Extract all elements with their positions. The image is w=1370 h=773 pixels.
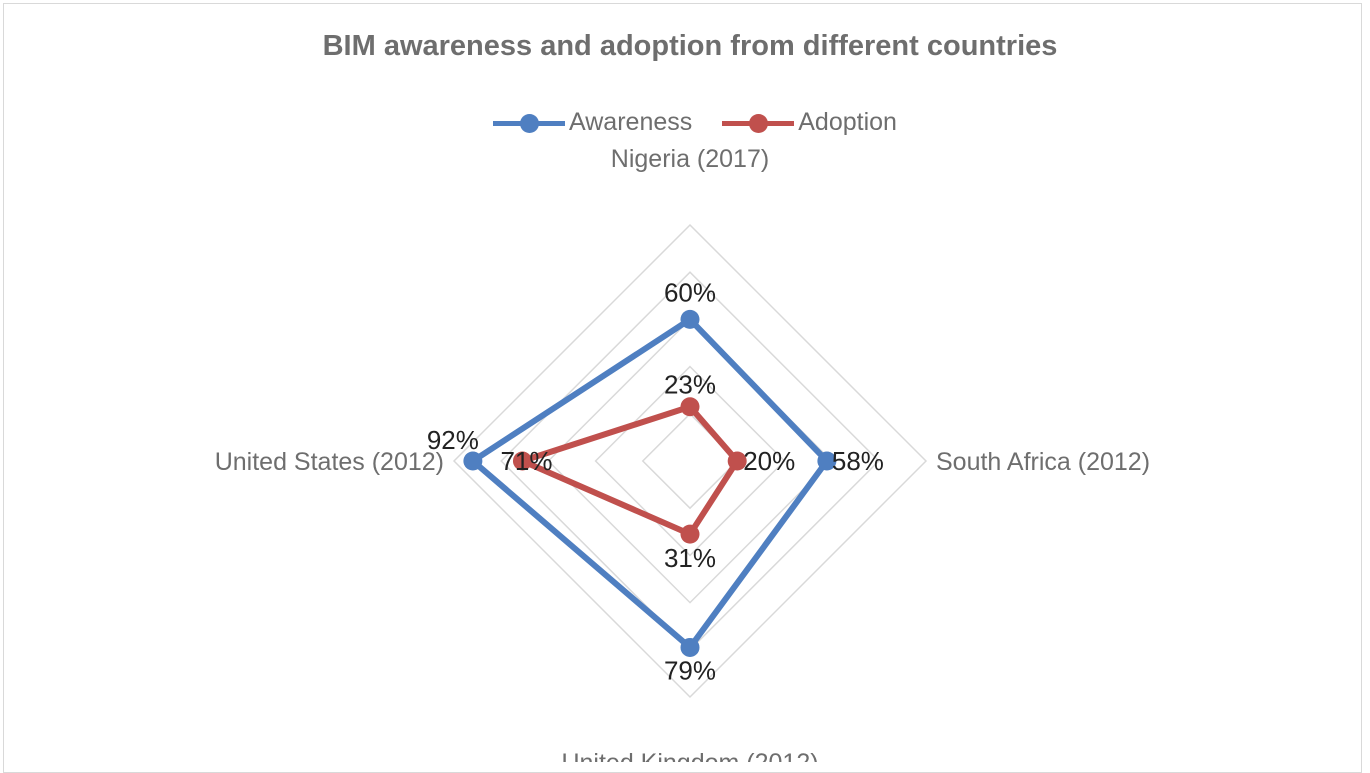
data-point-adoption-3[interactable] — [512, 451, 532, 471]
data-label-awareness-0: 60% — [664, 277, 716, 307]
category-label-1: South Africa (2012) — [936, 448, 1150, 476]
data-point-awareness-2[interactable] — [680, 637, 700, 657]
data-label-awareness-1: 58% — [832, 446, 884, 476]
legend-item-awareness[interactable]: Awareness — [493, 108, 692, 137]
legend-label-adoption: Adoption — [798, 108, 897, 136]
legend-item-adoption[interactable]: Adoption — [722, 108, 897, 137]
chart-legend: Awareness Adoption — [0, 108, 1370, 137]
grid-ring-5 — [452, 223, 928, 699]
data-label-adoption-2: 31% — [664, 543, 716, 573]
category-labels: Nigeria (2017) South Africa (2012) United … — [215, 145, 1150, 762]
data-label-adoption-3: 71% — [500, 446, 552, 476]
data-point-awareness-1[interactable] — [817, 451, 837, 471]
data-point-adoption-0[interactable] — [680, 397, 700, 417]
data-labels: 60% 58% 79% 92% 23% 20% 31% 71% — [427, 277, 884, 685]
data-point-adoption-2[interactable] — [680, 524, 700, 544]
chart-title: BIM awareness and adoption from differen… — [322, 30, 1058, 62]
series-line-awareness — [469, 316, 830, 651]
data-label-adoption-1: 20% — [743, 446, 795, 476]
data-point-adoption-1[interactable] — [727, 451, 747, 471]
legend-swatch-awareness — [493, 110, 566, 136]
data-label-adoption-0: 23% — [664, 370, 716, 400]
category-label-0: Nigeria (2017) — [611, 145, 769, 173]
grid-ring-1 — [641, 412, 739, 510]
legend-swatch-adoption — [722, 110, 795, 136]
data-label-awareness-2: 79% — [664, 655, 716, 685]
category-label-3: United States (2012) — [215, 448, 444, 476]
series-layer — [463, 309, 837, 657]
legend-label-awareness: Awareness — [569, 108, 693, 136]
category-label-2: United Kingdom (2012) — [561, 749, 818, 762]
data-label-awareness-3: 92% — [427, 425, 479, 455]
data-point-awareness-0[interactable] — [680, 309, 700, 329]
data-point-awareness-3[interactable] — [463, 451, 483, 471]
